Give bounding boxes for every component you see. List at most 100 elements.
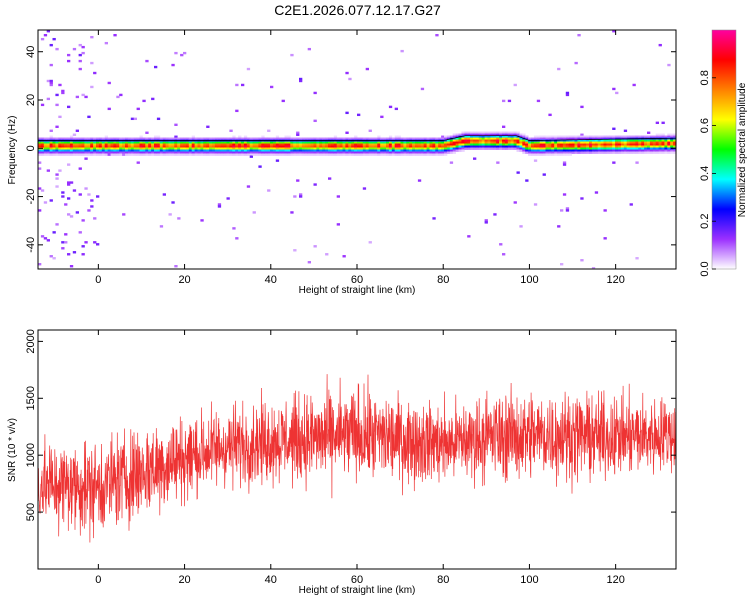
heatmap-cell [278,141,282,144]
heatmap-cell [574,145,578,148]
heatmap-cell [655,135,659,138]
heatmap-cell [252,151,256,154]
heatmap-cell [397,135,401,138]
x-tick-label: 40 [265,274,277,286]
heatmap-cell [136,161,140,164]
heatmap-cell [299,153,303,156]
heatmap-cell [290,147,294,150]
heatmap-cell [212,147,216,150]
heatmap-cell [504,141,509,144]
heatmap-cell [43,145,48,148]
heatmap-cell [484,143,488,146]
heatmap-cell [368,137,372,140]
heatmap-cell [278,153,282,156]
heatmap-cell [255,137,259,140]
heatmap-cell [40,143,45,146]
heatmap-cell [46,79,50,83]
heatmap-cell [548,147,552,150]
heatmap-cell [673,143,676,146]
heatmap-cell [423,145,427,148]
heatmap-cell [597,139,601,142]
heatmap-cell [122,151,126,154]
heatmap-cell [507,133,512,136]
heatmap-cell [209,153,213,156]
heatmap-cell [133,149,137,152]
heatmap-cell [75,95,79,99]
heatmap-cell [217,143,222,146]
heatmap-cell [125,149,129,152]
heatmap-cell [101,143,106,146]
heatmap-cell [290,153,294,156]
heatmap-cell [159,149,164,152]
heatmap-cell [319,151,323,154]
heatmap-cell [417,149,422,152]
heatmap-cell [165,151,169,154]
heatmap-cell [362,141,367,144]
heatmap-cell [531,137,535,140]
heatmap-cell [270,137,274,140]
heatmap-cell [562,145,567,148]
heatmap-cell [293,143,297,146]
heatmap-cell [339,141,343,144]
heatmap-cell [449,139,454,142]
heatmap-cell [597,149,601,152]
heatmap-cell [255,149,259,152]
heatmap-cell [446,139,451,142]
heatmap-cell [43,201,48,204]
heatmap-cell [426,147,430,150]
heatmap-cell [328,177,332,180]
heatmap-cell [267,151,271,154]
heatmap-cell [667,133,671,136]
heatmap-cell [475,133,480,136]
heatmap-cell [264,141,268,144]
heatmap-cell [620,139,625,142]
heatmap-cell [545,137,549,140]
heatmap-cell [397,149,401,152]
heatmap-cell [84,137,88,140]
heatmap-cell [281,143,285,146]
heatmap-cell [180,149,184,152]
heatmap-cell [197,141,201,144]
heatmap-cell [490,135,494,138]
heatmap-cell [299,137,303,140]
heatmap-cell [151,153,155,156]
heatmap-cell [470,139,474,142]
heatmap-cell [548,151,552,154]
heatmap-cell [670,137,674,140]
heatmap-cell [594,147,599,150]
heatmap-cell [536,145,541,148]
heatmap-cell [325,149,329,152]
heatmap-cell [119,141,123,144]
heatmap-cell [133,143,137,146]
heatmap-cell [586,149,590,152]
heatmap-cell [81,45,85,49]
heatmap-cell [429,141,433,144]
heatmap-cell [232,143,236,146]
heatmap-cell [212,151,216,154]
heatmap-cell [75,149,79,152]
heatmap-cell [223,153,227,156]
x-tick-label: 20 [178,574,190,586]
heatmap-cell [449,141,454,144]
heatmap-cell [49,141,53,144]
heatmap-cell [151,141,155,144]
heatmap-cell [264,151,268,154]
heatmap-cell [168,143,172,146]
heatmap-cell [229,129,233,132]
heatmap-cell [162,149,166,152]
heatmap-cell [475,139,480,142]
heatmap-cell [380,145,384,148]
heatmap-cell [406,147,410,150]
heatmap-cell [557,149,561,152]
heatmap-cell [38,263,42,266]
heatmap-cell [394,145,398,148]
heatmap-cell [183,51,187,55]
heatmap-cell [655,133,659,136]
heatmap-cell [487,141,491,144]
heatmap-cell [644,145,648,148]
heatmap-cell [107,145,111,148]
heatmap-cell [220,147,224,150]
heatmap-cell [339,149,343,152]
heatmap-cell [252,149,256,152]
